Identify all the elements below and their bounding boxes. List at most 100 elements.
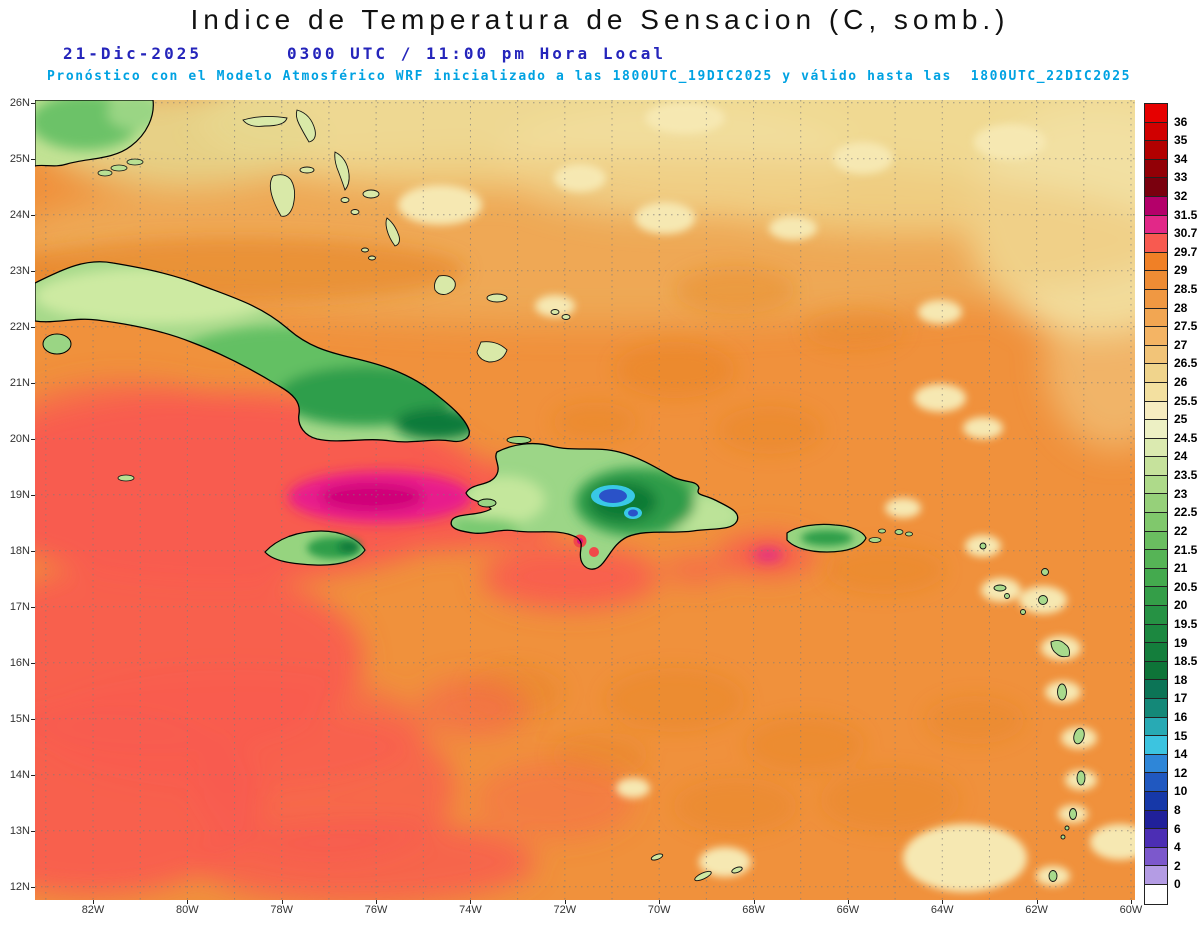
legend-label: 26.5 xyxy=(1174,356,1198,371)
sea-deep-orange-patches xyxy=(35,238,1025,834)
legend-label: 12 xyxy=(1174,765,1188,780)
legend-cell xyxy=(1145,104,1167,123)
legend-label: 0 xyxy=(1174,877,1181,892)
sea-cool-yellow-zones xyxy=(35,100,1135,450)
map-area: Sisπ – ONAMET/REP.DOM. xyxy=(35,100,1135,900)
legend-label: 14 xyxy=(1174,747,1188,762)
legend-label: 15 xyxy=(1174,728,1188,743)
legend-cell xyxy=(1145,606,1167,625)
legend-cell xyxy=(1145,215,1167,235)
legend-cell xyxy=(1145,178,1167,197)
legend-label: 25.5 xyxy=(1174,393,1198,408)
legend-cell xyxy=(1145,234,1167,253)
legend-label: 26 xyxy=(1174,375,1188,390)
legend-label: 35 xyxy=(1174,133,1188,148)
hispaniola-island xyxy=(450,436,739,570)
cayman-islands xyxy=(117,474,135,482)
legend-label: 10 xyxy=(1174,784,1188,799)
lat-tick-label: 15N xyxy=(0,712,36,726)
legend-label: 21 xyxy=(1174,561,1188,576)
lesser-antilles-islands xyxy=(979,542,1086,882)
legend-label: 25 xyxy=(1174,412,1188,427)
legend-label: 28 xyxy=(1174,300,1188,315)
legend-cell xyxy=(1145,624,1167,644)
legend-cell xyxy=(1145,643,1167,662)
legend-cell xyxy=(1145,699,1167,718)
legend-label: 4 xyxy=(1174,840,1181,855)
legend-cell xyxy=(1145,196,1167,216)
legend-cell xyxy=(1145,289,1167,309)
lon-tick-label: 72W xyxy=(543,900,587,916)
legend-cell xyxy=(1145,420,1167,439)
legend-cell xyxy=(1145,271,1167,290)
legend-label: 22.5 xyxy=(1174,505,1198,520)
gonave-island xyxy=(477,498,497,508)
lon-tick-label: 76W xyxy=(354,900,398,916)
legend-label: 29 xyxy=(1174,263,1188,278)
legend-cell xyxy=(1145,829,1167,848)
map-canvas xyxy=(35,100,1135,900)
lon-tick-label: 74W xyxy=(448,900,492,916)
legend-cell xyxy=(1145,513,1167,532)
tortuga-island xyxy=(506,436,532,444)
forecast-date: 21-Dic-2025 xyxy=(63,44,202,63)
lat-tick-label: 13N xyxy=(0,824,36,838)
legend-label: 23 xyxy=(1174,486,1188,501)
lat-tick-label: 23N xyxy=(0,264,36,278)
legend-cell xyxy=(1145,401,1167,421)
legend-label: 29.7 xyxy=(1174,244,1198,259)
lat-tick-label: 25N xyxy=(0,152,36,166)
sea-hot-red-zones xyxy=(35,380,815,900)
legend-label: 6 xyxy=(1174,821,1181,836)
legend-cell xyxy=(1145,661,1167,681)
legend-cell xyxy=(1145,141,1167,160)
legend-cell xyxy=(1145,308,1167,328)
legend-cell xyxy=(1145,550,1167,569)
legend-label: 30.7 xyxy=(1174,226,1198,241)
legend-cell xyxy=(1145,494,1167,514)
lon-tick-label: 60W xyxy=(1109,900,1153,916)
legend-label: 28.5 xyxy=(1174,282,1198,297)
legend-cell xyxy=(1145,122,1167,142)
lat-tick-label: 20N xyxy=(0,432,36,446)
legend-label: 18.5 xyxy=(1174,654,1198,669)
hispaniola-cold-spots xyxy=(591,485,642,519)
lat-tick-label: 14N xyxy=(0,768,36,782)
legend-cell xyxy=(1145,866,1167,885)
legend-label: 22 xyxy=(1174,523,1188,538)
legend-cell xyxy=(1145,531,1167,551)
legend-cell xyxy=(1145,457,1167,476)
legend-cell xyxy=(1145,717,1167,737)
lon-tick-label: 62W xyxy=(1015,900,1059,916)
page-title: Indice de Temperatura de Sensacion (C, s… xyxy=(190,4,1010,35)
legend-cell xyxy=(1145,364,1167,383)
legend-label: 20 xyxy=(1174,598,1188,613)
legend-label: 8 xyxy=(1174,802,1181,817)
legend-cell xyxy=(1145,754,1167,774)
lon-tick-label: 68W xyxy=(732,900,776,916)
sea-hotspot-magenta xyxy=(288,471,783,562)
isla-juventud xyxy=(42,333,72,355)
lat-tick-label: 22N xyxy=(0,320,36,334)
legend-label: 34 xyxy=(1174,151,1188,166)
longitude-axis: 82W 80W 78W 76W 74W 72W 70W 68W 66W 64W 62W 60W xyxy=(35,900,1142,921)
forecast-hour: 0300 UTC / 11:00 pm Hora Local xyxy=(287,44,666,63)
grid-lines xyxy=(35,100,1135,900)
legend-label: 27.5 xyxy=(1174,319,1198,334)
legend-label: 20.5 xyxy=(1174,579,1198,594)
lat-tick-label: 17N xyxy=(0,600,36,614)
legend-label: 27 xyxy=(1174,337,1188,352)
puerto-rico-island xyxy=(786,523,913,553)
legend-label: 2 xyxy=(1174,858,1181,873)
latitude-axis: 26N 25N 24N 23N 22N 21N 20N 19N 18N 17N 16N 15N 14N 1… xyxy=(0,97,36,900)
legend-cell xyxy=(1145,568,1167,588)
legend-cell xyxy=(1145,475,1167,495)
lat-tick-label: 18N xyxy=(0,544,36,558)
legend-label: 18 xyxy=(1174,672,1188,687)
model-info-line: Pronóstico con el Modelo Atmosférico WRF… xyxy=(47,69,1132,84)
lon-tick-label: 82W xyxy=(71,900,115,916)
legend-label: 24.5 xyxy=(1174,430,1198,445)
legend-cell xyxy=(1145,252,1167,272)
legend-label: 24 xyxy=(1174,449,1188,464)
legend-cell xyxy=(1145,327,1167,346)
